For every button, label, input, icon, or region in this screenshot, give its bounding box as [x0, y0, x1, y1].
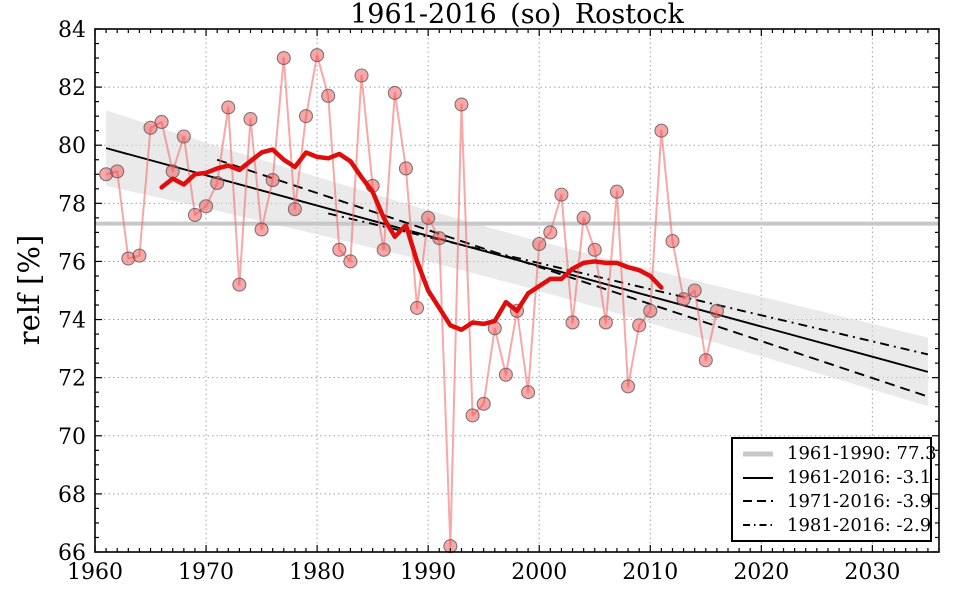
annual-point-1994	[465, 408, 480, 423]
annual-point-2007	[609, 184, 624, 199]
annual-point-1971	[210, 175, 225, 191]
smoothed-series-line	[159, 147, 664, 332]
y-tick-label-84: 84	[58, 18, 86, 43]
trend-line-1971-2016	[216, 158, 929, 398]
annual-point-1969	[187, 207, 202, 223]
x-tick-label-2030: 2030	[844, 560, 900, 585]
annual-point-2003	[565, 315, 580, 330]
legend-sample-mean-line	[743, 451, 773, 457]
annual-point-1980	[310, 48, 325, 63]
annual-point-2014	[687, 283, 702, 298]
chart-title: 1961-2016_(so)_Rostock	[350, 0, 684, 30]
legend-label: 1961-2016: -3.1	[787, 467, 932, 489]
y-tick-label-70: 70	[58, 425, 86, 450]
annual-point-1982	[332, 242, 347, 257]
annual-point-1993	[454, 97, 469, 112]
annual-point-2001	[543, 225, 558, 240]
annual-point-2016	[709, 303, 724, 318]
annual-point-1989	[410, 300, 425, 315]
x-tick-label-2010: 2010	[622, 560, 678, 585]
annual-point-1977	[276, 51, 291, 66]
annual-point-2000	[532, 236, 547, 252]
annual-point-1962	[110, 164, 125, 179]
legend-sample-dashdot-line	[743, 524, 773, 527]
annual-point-2013	[676, 292, 691, 307]
x-tick-label-2000: 2000	[511, 560, 567, 585]
trend-line-1981-2016	[327, 212, 929, 356]
legend-sample-dashed-line	[743, 500, 773, 503]
legend-entry-trend-1981: 1981-2016: -2.9	[743, 513, 931, 537]
annual-point-2005	[587, 242, 602, 257]
annual-point-1967	[165, 164, 180, 179]
trend-line-1961-2016	[105, 147, 929, 373]
annual-point-1974	[243, 112, 258, 127]
annual-point-1975	[254, 222, 269, 237]
legend-label: 1971-2016: -3.9	[787, 490, 932, 512]
legend-label: 1961-1990: 77.3	[787, 443, 937, 465]
annual-point-1981	[321, 88, 336, 103]
annual-point-1972	[221, 100, 236, 115]
y-tick-label-76: 76	[58, 250, 86, 275]
annual-point-1976	[265, 173, 280, 188]
y-tick-label-80: 80	[58, 134, 86, 159]
x-tick-label-1980: 1980	[289, 560, 345, 585]
y-axis-label: relf [%]	[12, 234, 46, 346]
annual-point-1968	[176, 129, 191, 144]
legend-label: 1981-2016: -2.9	[787, 514, 932, 536]
annual-point-1983	[343, 254, 358, 269]
legend-entry-trend-1971: 1971-2016: -3.9	[743, 490, 931, 514]
annual-point-2004	[576, 210, 591, 225]
annual-point-2002	[554, 187, 569, 202]
y-tick-label-82: 82	[58, 76, 86, 101]
annual-point-1979	[298, 109, 314, 124]
annual-point-2012	[665, 234, 680, 249]
annual-point-1965	[143, 120, 158, 135]
y-tick-label-74: 74	[58, 309, 86, 334]
y-tick-label-66: 66	[58, 541, 86, 566]
annual-point-1988	[398, 161, 413, 176]
y-tick-label-72: 72	[58, 367, 86, 392]
annual-point-1999	[521, 385, 536, 400]
annual-point-1973	[232, 277, 247, 292]
annual-point-1990	[421, 210, 436, 225]
legend-entry-mean: 1961-1990: 77.3	[743, 442, 937, 466]
legend-entry-trend-1961: 1961-2016: -3.1	[743, 466, 931, 490]
legend: 1961-1990: 77.3 1961-2016: -3.1 1971-201…	[731, 437, 937, 542]
y-tick-label-78: 78	[58, 192, 86, 217]
annual-point-1997	[498, 367, 513, 382]
annual-point-2011	[654, 123, 669, 138]
annual-point-1995	[476, 396, 491, 411]
annual-point-2010	[643, 303, 658, 318]
annual-point-1970	[199, 199, 214, 214]
annual-point-1966	[154, 114, 169, 130]
legend-sample-solid-line	[743, 476, 773, 479]
annual-point-2015	[698, 353, 713, 368]
annual-point-1978	[287, 202, 302, 217]
y-tick-label-68: 68	[58, 483, 86, 508]
annual-point-2006	[598, 315, 613, 330]
annual-point-1991	[432, 231, 447, 246]
annual-point-1987	[387, 85, 402, 100]
annual-point-2009	[632, 318, 647, 333]
x-tick-label-1960: 1960	[67, 560, 123, 585]
annual-point-1986	[376, 242, 391, 257]
x-tick-label-2020: 2020	[733, 560, 789, 585]
annual-point-2008	[621, 379, 636, 394]
annual-point-1984	[354, 68, 369, 83]
annual-point-1964	[132, 248, 147, 263]
x-tick-label-1970: 1970	[178, 560, 234, 585]
x-tick-label-1990: 1990	[400, 560, 456, 585]
